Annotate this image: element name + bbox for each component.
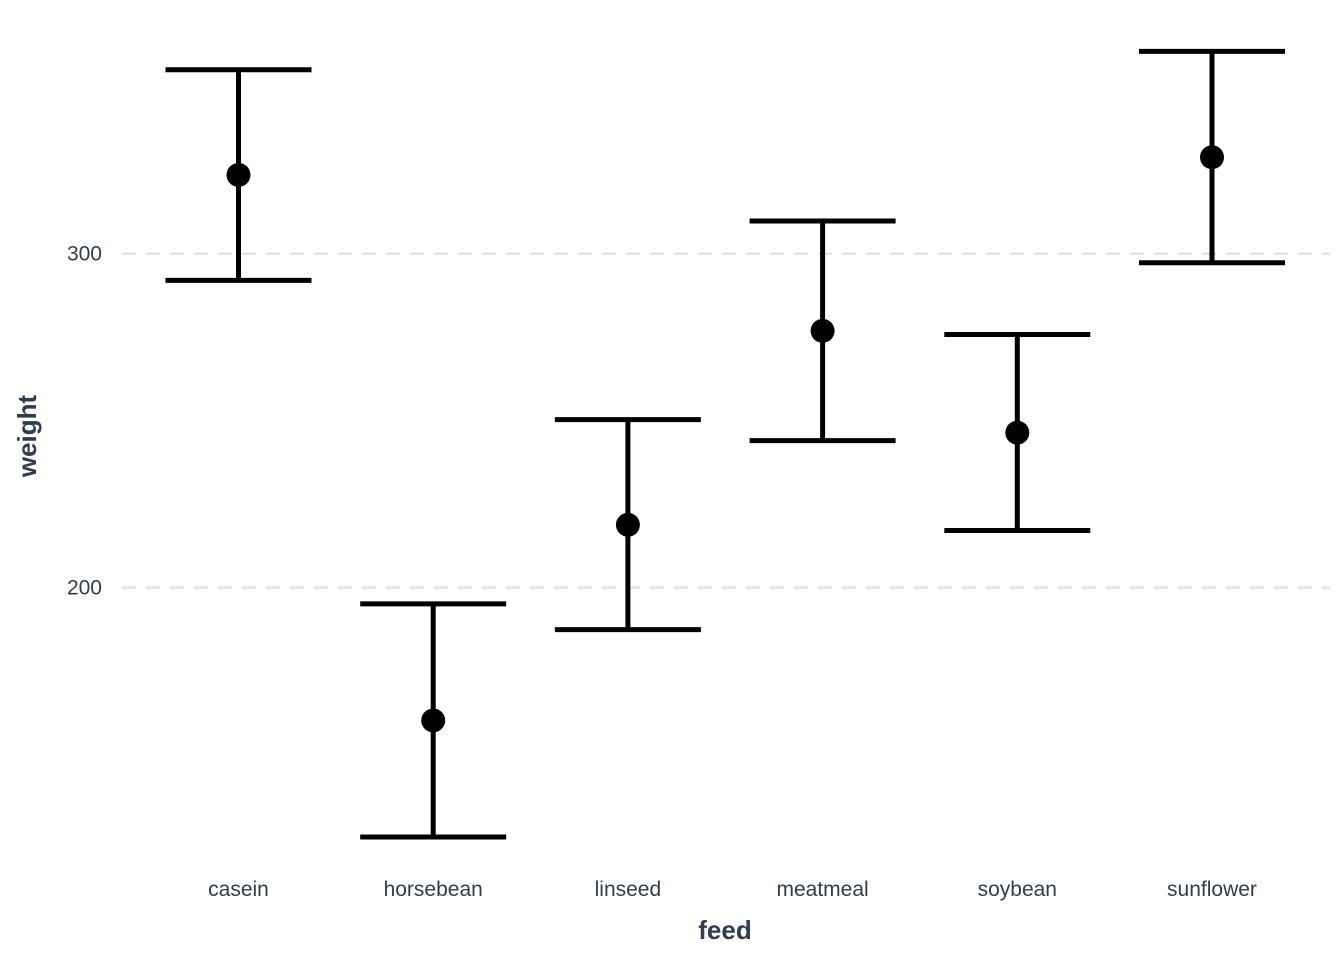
mean-point-sunflower [1200,145,1224,170]
x-tick-label-horsebean: horsebean [384,878,483,901]
mean-point-meatmeal [810,318,835,343]
mean-point-horsebean [421,708,446,733]
errorbar-layer [165,48,1285,840]
x-tick-label-meatmeal: meatmeal [776,878,868,901]
x-tick-label-linseed: linseed [595,878,662,901]
mean-point-soybean [1005,420,1030,445]
mean-point-linseed [615,512,640,537]
y-tick-label-300: 300 [67,243,102,266]
tick-layer: 200 300 casein horsebean linseed meatmeal soyb… [67,243,1257,901]
grid-layer [122,252,1330,589]
mean-point-casein [226,162,251,187]
x-axis-title: feed [698,915,751,945]
x-tick-label-sunflower: sunflower [1167,878,1257,901]
x-tick-label-casein: casein [208,878,269,901]
point-layer [226,145,1224,733]
x-tick-label-soybean: soybean [978,878,1057,901]
y-tick-label-200: 200 [67,577,102,600]
y-axis-title: weight [12,395,42,479]
